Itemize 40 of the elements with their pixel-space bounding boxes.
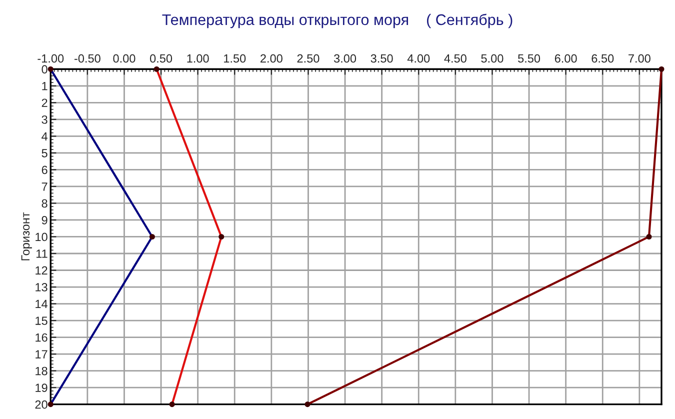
x-tick-label: 3.00 bbox=[334, 54, 356, 63]
y-tick-label: 4 bbox=[42, 132, 48, 140]
y-axis-title: Горизонт bbox=[21, 212, 32, 260]
x-tick-label: 1.00 bbox=[187, 54, 209, 63]
x-tick-label: 6.50 bbox=[592, 54, 614, 63]
y-tick-label: 5 bbox=[42, 149, 48, 158]
y-tick-label: 14 bbox=[36, 300, 48, 308]
x-tick-label: 1.50 bbox=[224, 54, 246, 63]
x-tick-label: 7.00 bbox=[628, 54, 650, 63]
x-tick-label: 3.50 bbox=[370, 54, 393, 63]
y-tick-label: 17 bbox=[36, 350, 48, 358]
x-tick-label: 6.00 bbox=[554, 54, 577, 63]
x-tick-label: 4.00 bbox=[407, 54, 430, 63]
x-tick-label: 2.50 bbox=[297, 54, 320, 63]
y-tick-label: 8 bbox=[42, 199, 48, 208]
y-tick-label: 15 bbox=[36, 316, 48, 325]
y-tick-label: 10 bbox=[36, 232, 48, 242]
y-tick-label: 3 bbox=[42, 115, 48, 124]
y-tick-label: 2 bbox=[42, 98, 48, 107]
y-tick-label: 20 bbox=[35, 400, 48, 409]
y-tick-label: 9 bbox=[42, 216, 48, 224]
y-tick-label: 7 bbox=[42, 182, 48, 191]
y-tick-label: 12 bbox=[36, 266, 48, 275]
chart-title: Температура воды открытого моря ( Сентябрь ) bbox=[162, 14, 512, 28]
x-tick-label: 0.00 bbox=[113, 54, 136, 63]
x-tick-label: 2.00 bbox=[260, 54, 282, 63]
x-tick-label: 4.50 bbox=[444, 54, 466, 63]
x-tick-label: 5.00 bbox=[481, 54, 504, 63]
y-tick-label: 6 bbox=[42, 166, 48, 174]
y-tick-label: 13 bbox=[36, 283, 48, 292]
x-tick-label: 5.50 bbox=[518, 54, 540, 63]
y-tick-label: 18 bbox=[36, 366, 48, 376]
y-tick-label: 19 bbox=[36, 384, 48, 392]
x-tick-label: -1.00 bbox=[38, 54, 64, 63]
y-tick-label: 1 bbox=[42, 82, 48, 90]
x-tick-label: 0.50 bbox=[150, 54, 172, 63]
y-tick-label: 16 bbox=[36, 333, 48, 342]
y-tick-label: 11 bbox=[36, 250, 48, 258]
y-tick-label: 0 bbox=[42, 65, 48, 74]
x-tick-label: -0.50 bbox=[74, 54, 100, 63]
